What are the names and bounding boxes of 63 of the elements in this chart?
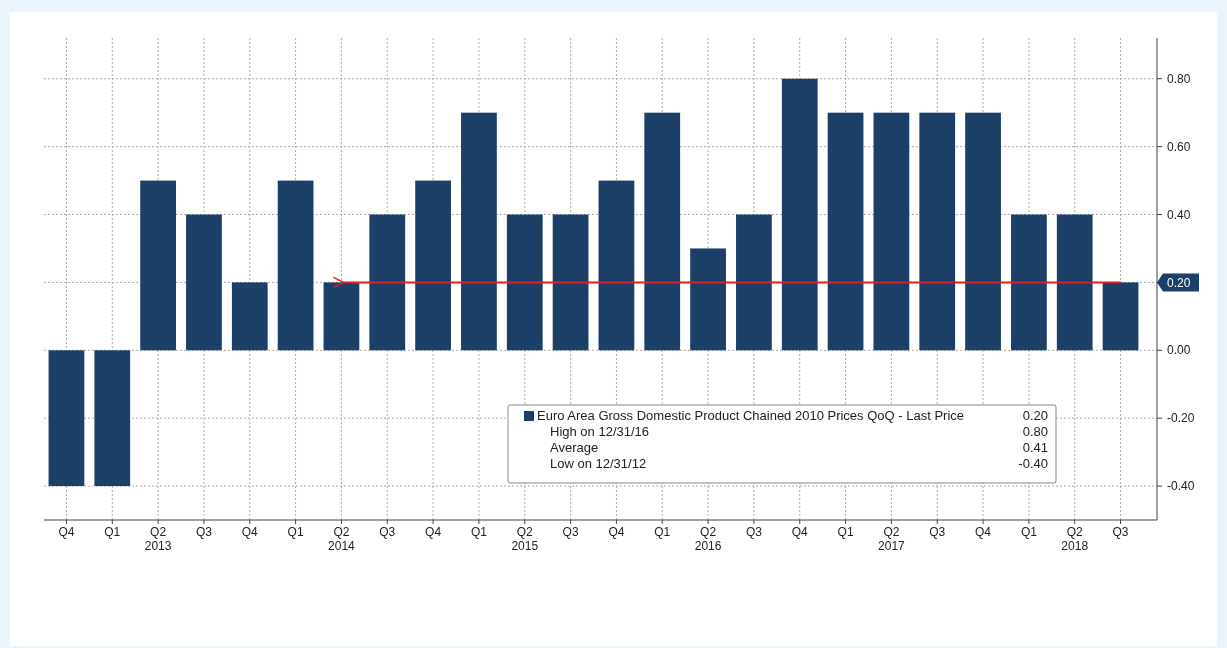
x-tick-label: Q2 2018 (1061, 525, 1089, 553)
y-tick-label: 0.40 (1167, 207, 1191, 222)
y-tick-label: -0.20 (1167, 411, 1195, 426)
y-tick-label: -0.40 (1167, 479, 1195, 494)
x-tick-label: Q3 (562, 525, 579, 539)
y-tick-label: 0.60 (1167, 139, 1191, 154)
bar (277, 180, 314, 351)
x-tick-label: Q1 (837, 525, 854, 539)
x-tick-label: Q2 2013 (144, 525, 172, 553)
bar (644, 112, 681, 351)
x-tick-label: Q4 (425, 525, 442, 539)
bar (369, 214, 406, 351)
x-tick-label: Q2 2015 (511, 525, 539, 553)
bar (736, 214, 772, 351)
bar (506, 214, 543, 351)
bar (690, 248, 726, 351)
bar (140, 180, 176, 351)
x-tick-label: Q3 (195, 525, 213, 539)
bar (827, 112, 864, 351)
annotation: 0.41 (1022, 440, 1048, 455)
annotation: Low on 12/31/12 (550, 456, 647, 471)
x-tick-label: Q1 (104, 525, 121, 539)
x-tick-label: Q1 (470, 525, 488, 539)
annotation: 0.80 (1022, 424, 1048, 439)
bar (94, 350, 131, 487)
x-tick-label: Q4 (975, 525, 992, 539)
bar (552, 214, 589, 351)
bar (965, 112, 1001, 351)
y-tick-label: 0.00 (1167, 343, 1191, 358)
y-tick-label: 0.80 (1167, 71, 1191, 86)
bar (461, 112, 497, 351)
bar (781, 78, 818, 351)
annotation: Average (550, 440, 599, 455)
bar (598, 180, 635, 351)
x-tick-label: Q1 (287, 525, 304, 539)
x-tick-label: Q2 2014 (328, 525, 356, 553)
legend-label: Euro Area Gross Domestic Product Chained 2010 Prices QoQ - Last Price (537, 408, 965, 423)
x-tick-label: Q3 (745, 525, 763, 539)
bar (323, 282, 360, 351)
x-tick-label: Q3 (379, 525, 396, 539)
bar (1102, 282, 1139, 351)
bar (186, 214, 222, 351)
annotation: 0.20 (1022, 408, 1048, 423)
x-tick-label: Q3 (929, 525, 946, 539)
bar (873, 112, 910, 351)
bar (919, 112, 956, 351)
x-tick-label: Q2 2017 (878, 525, 906, 553)
annotation: High on 12/31/16 (550, 424, 650, 439)
x-tick-label: Q2 2016 (694, 525, 722, 553)
bar (1056, 214, 1093, 351)
bar (48, 350, 85, 487)
bar (231, 282, 268, 351)
annotation: -0.40 (1018, 456, 1048, 471)
x-tick-label: Q1 (654, 525, 671, 539)
x-tick-label: Q4 (608, 525, 625, 539)
bar (1011, 214, 1047, 351)
x-tick-label: Q3 (1112, 525, 1129, 539)
y-tick-label: 0.20 (1167, 275, 1191, 290)
x-tick-label: Q1 (1020, 525, 1038, 539)
x-tick-label: Q4 (241, 525, 259, 539)
x-tick-label: Q4 (58, 525, 75, 539)
x-tick-label: Q4 (791, 525, 809, 539)
bar (415, 180, 451, 351)
